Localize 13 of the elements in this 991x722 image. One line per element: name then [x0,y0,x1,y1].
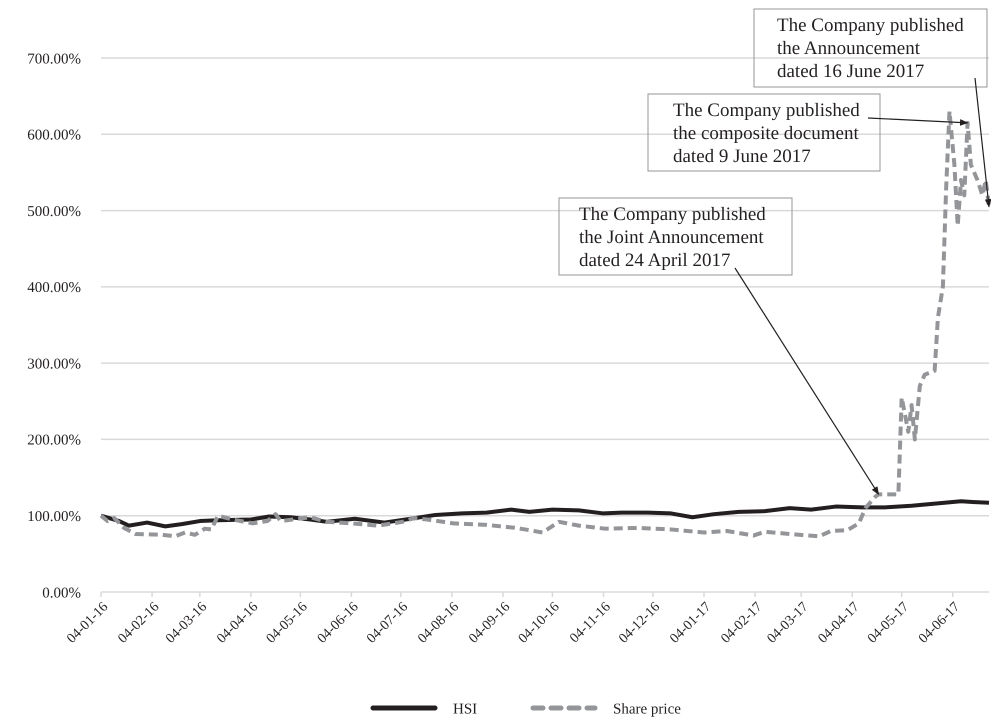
y-tick-label: 0.00% [42,585,81,602]
y-tick-label: 700.00% [27,51,81,68]
annotation: The Company published the composite document dated 9 June 2017 [673,100,860,167]
y-tick-label: 200.00% [27,432,81,449]
annotation: The Company published the Joint Announcement dated 24 April 2017 [579,204,766,271]
annotation: The Company published the Announcement dated 16 June 2017 [777,15,964,82]
y-tick-label: 100.00% [27,508,81,525]
legend-label: HSI [453,701,478,718]
y-tick-label: 300.00% [27,356,81,372]
legend-label: Share price [613,701,682,718]
y-tick-label: 600.00% [27,128,81,144]
y-tick-label: 400.00% [27,280,81,296]
y-tick-label: 500.00% [27,204,81,220]
